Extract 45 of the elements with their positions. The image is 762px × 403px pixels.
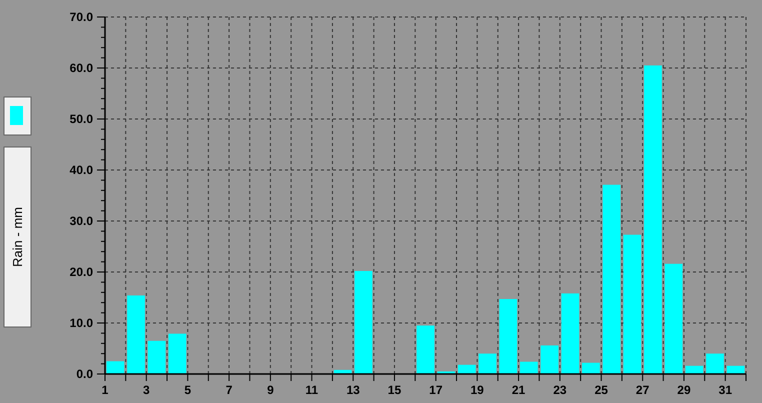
y-tick-label: 0.0: [76, 367, 94, 382]
x-tick-label: 7: [226, 383, 233, 397]
bar: [644, 65, 662, 374]
bar: [478, 354, 496, 374]
bar: [623, 234, 642, 374]
x-tick-label: 23: [553, 383, 567, 397]
bar: [602, 184, 620, 374]
x-tick-label: 19: [470, 383, 484, 397]
x-tick-label: 21: [512, 383, 526, 397]
y-tick-label: 60.0: [70, 61, 94, 76]
x-tick-label: 9: [267, 383, 274, 397]
bar: [685, 366, 704, 374]
bar: [416, 326, 434, 374]
x-tick-label: 25: [594, 383, 608, 397]
bar: [148, 340, 166, 374]
y-tick-label: 10.0: [70, 316, 94, 330]
y-tick-label: 20.0: [70, 265, 94, 280]
x-tick-label: 11: [305, 383, 318, 397]
bar: [540, 345, 558, 374]
x-tick-label: 27: [636, 383, 650, 397]
bar: [726, 366, 745, 374]
bar: [582, 362, 600, 374]
x-tick-label: 31: [718, 383, 732, 397]
x-tick-label: 17: [429, 383, 443, 397]
y-tick-label: 50.0: [70, 112, 94, 126]
x-tick-label: 3: [143, 383, 150, 397]
bar: [499, 299, 518, 374]
x-tick-label: 1: [102, 383, 109, 397]
y-tick-label: 40.0: [70, 163, 94, 178]
bar: [458, 364, 476, 374]
x-tick-label: 5: [184, 383, 192, 397]
y-tick-label: 70.0: [70, 10, 94, 24]
bar: [106, 361, 124, 374]
bar: [520, 362, 538, 374]
bar: [664, 264, 683, 374]
bar: [354, 270, 372, 374]
x-tick-label: 13: [346, 383, 360, 397]
x-tick-label: 29: [677, 383, 691, 397]
bar: [127, 295, 145, 374]
x-tick-label: 15: [388, 383, 402, 397]
bar: [706, 354, 724, 374]
bar: [561, 293, 580, 374]
y-axis-title: Rain - mm: [10, 207, 25, 267]
y-tick-label: 30.0: [70, 214, 94, 228]
bar: [168, 334, 186, 374]
